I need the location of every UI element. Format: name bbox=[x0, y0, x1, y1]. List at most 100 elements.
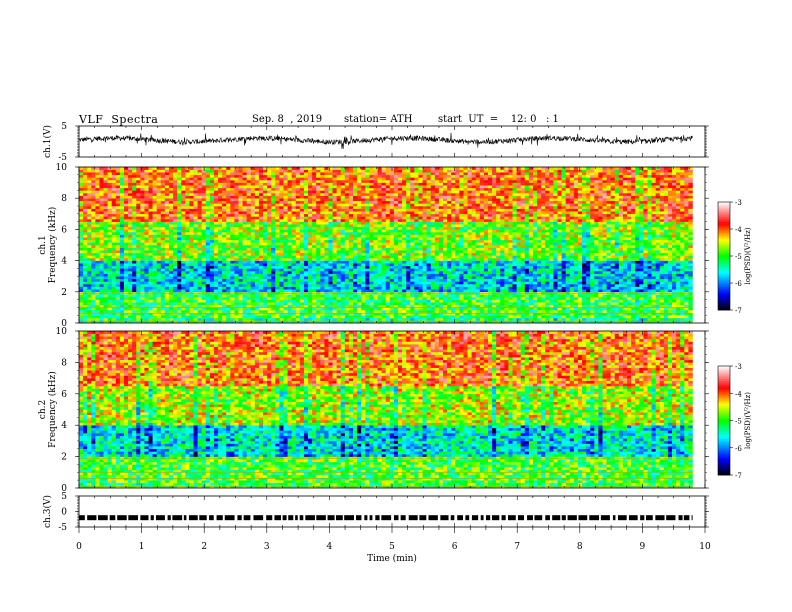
spectrogram-cell bbox=[250, 247, 256, 251]
spectrogram-cell bbox=[115, 239, 121, 243]
spectrogram-cell bbox=[205, 302, 211, 306]
spectrogram-cell bbox=[226, 317, 231, 321]
spectrogram-cell bbox=[373, 237, 378, 241]
spectrogram-cell bbox=[275, 255, 280, 259]
spectrogram-cell bbox=[258, 307, 264, 311]
spectrogram-cell bbox=[107, 302, 113, 306]
spectrogram-cell bbox=[308, 294, 313, 298]
spectrogram-cell bbox=[381, 250, 387, 254]
spectrogram-cell bbox=[222, 276, 227, 280]
spectrogram-cell bbox=[123, 169, 129, 173]
spectrogram-cell bbox=[119, 258, 125, 261]
spectrogram-cell bbox=[357, 206, 362, 209]
spectrogram-cell bbox=[173, 180, 178, 183]
spectrogram-cell bbox=[222, 315, 227, 319]
spectrogram-cell bbox=[402, 320, 407, 324]
spectrogram-cell bbox=[222, 286, 227, 290]
spectrogram-cell bbox=[336, 258, 342, 261]
spectrogram-cell bbox=[316, 216, 321, 220]
spectrogram-cell bbox=[230, 229, 235, 233]
spectrogram-cell bbox=[218, 281, 223, 285]
spectrogram-cell bbox=[308, 271, 313, 274]
spectrogram-cell bbox=[123, 198, 129, 202]
spectrogram-cell bbox=[238, 206, 243, 209]
spectrogram-cell bbox=[140, 203, 145, 207]
spectrogram-cell bbox=[144, 242, 149, 246]
spectrogram-cell bbox=[377, 312, 382, 316]
spectrogram-cell bbox=[291, 239, 297, 243]
spectrogram-cell bbox=[340, 216, 346, 220]
spectrogram-cell bbox=[320, 273, 325, 277]
spectrogram-cell bbox=[111, 234, 117, 238]
spectrogram-cell bbox=[123, 281, 129, 285]
spectrogram-cell bbox=[332, 273, 337, 277]
spectrogram-cell bbox=[152, 224, 158, 228]
spectrogram-cell bbox=[308, 187, 313, 191]
spectrogram-cell bbox=[373, 203, 378, 207]
spectrogram-cell bbox=[369, 221, 374, 225]
spectrogram-cell bbox=[246, 250, 252, 254]
spectrogram-cell bbox=[295, 200, 301, 204]
spectrogram-cell bbox=[402, 224, 407, 228]
spectrogram-cell bbox=[377, 232, 382, 235]
spectrogram-cell bbox=[181, 185, 186, 189]
spectrogram-cell bbox=[381, 255, 387, 259]
spectrogram-cell bbox=[250, 263, 256, 267]
spectrogram-cell bbox=[385, 219, 391, 222]
spectrogram-cell bbox=[230, 263, 235, 267]
spectrogram-cell bbox=[275, 180, 280, 183]
spectrogram-cell bbox=[128, 182, 133, 186]
spectrogram-cell bbox=[336, 245, 342, 248]
spectrogram-cell bbox=[193, 174, 198, 178]
spectrogram-cell bbox=[389, 289, 395, 293]
spectrogram-cell bbox=[189, 255, 194, 259]
spectrogram-cell bbox=[128, 206, 133, 209]
spectrogram-cell bbox=[324, 247, 329, 251]
spectrogram-cell bbox=[320, 278, 325, 282]
spectrogram-cell bbox=[136, 169, 141, 173]
spectrogram-cell bbox=[389, 247, 395, 251]
spectrogram-cell bbox=[320, 177, 325, 181]
spectrogram-cell bbox=[209, 198, 215, 202]
spectrogram-cell bbox=[181, 258, 186, 261]
spectrogram-cell bbox=[136, 203, 141, 207]
spectrogram-cell bbox=[336, 219, 342, 222]
spectrogram-cell bbox=[144, 294, 149, 298]
spectrogram-cell bbox=[132, 190, 137, 194]
spectrogram-cell bbox=[107, 177, 113, 181]
spectrogram-cell bbox=[79, 307, 84, 311]
spectrogram-cell bbox=[79, 211, 84, 215]
spectrogram-cell bbox=[160, 185, 166, 189]
spectrogram-cell bbox=[160, 297, 166, 300]
spectrogram-cell bbox=[168, 317, 174, 321]
spectrogram-cell bbox=[160, 245, 166, 248]
spectrogram-cell bbox=[111, 187, 117, 191]
spectrogram-cell bbox=[263, 317, 268, 321]
spectrogram-cell bbox=[381, 229, 387, 233]
spectrogram-cell bbox=[99, 273, 104, 277]
spectrogram-cell bbox=[246, 193, 252, 196]
spectrogram-cell bbox=[402, 239, 407, 243]
spectrogram-cell bbox=[271, 174, 276, 178]
spectrogram-cell bbox=[222, 177, 227, 181]
spectrogram-cell bbox=[332, 203, 337, 207]
spectrogram-cell bbox=[201, 245, 207, 248]
spectrogram-cell bbox=[152, 182, 158, 186]
spectrogram-cell bbox=[381, 245, 387, 248]
spectrogram-cell bbox=[332, 167, 337, 170]
spectrogram-cell bbox=[381, 177, 387, 181]
spectrogram-cell bbox=[132, 245, 137, 248]
spectrogram-cell bbox=[283, 245, 288, 248]
spectrogram-cell bbox=[344, 307, 350, 311]
spectrogram-cell bbox=[230, 180, 235, 183]
spectrogram-cell bbox=[222, 187, 227, 191]
spectrogram-cell bbox=[197, 203, 202, 207]
spectrogram-cell bbox=[226, 252, 231, 256]
spectrogram-cell bbox=[222, 203, 227, 207]
spectrogram-cell bbox=[353, 255, 358, 259]
spectrogram-cell bbox=[148, 284, 153, 287]
spectrogram-cell bbox=[250, 216, 256, 220]
spectrogram-cell bbox=[393, 195, 399, 199]
spectrogram-cell bbox=[377, 169, 382, 173]
spectrogram-cell bbox=[177, 302, 182, 306]
